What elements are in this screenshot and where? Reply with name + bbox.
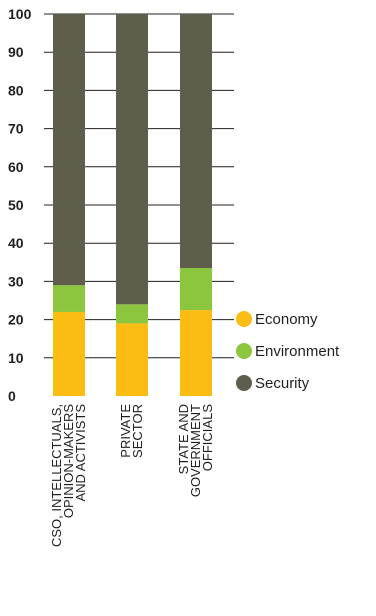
bar-environment-1: [116, 304, 148, 324]
bar-environment-0: [53, 285, 85, 312]
legend: Economy Environment Security: [236, 311, 340, 392]
y-tick-label: 60: [8, 159, 24, 175]
bar-security-1: [116, 14, 148, 305]
y-tick-label: 40: [8, 235, 24, 251]
legend-label-security: Security: [255, 375, 310, 392]
y-tick-label: 50: [8, 197, 24, 213]
y-tick-label: 90: [8, 44, 24, 60]
y-tick-label: 30: [8, 273, 24, 289]
legend-swatch-environment: [236, 343, 252, 359]
bar-economy-2: [180, 310, 212, 396]
bar-economy-0: [53, 311, 85, 396]
x-category-label: PRIVATE: [118, 404, 133, 458]
x-category-label: STATE AND: [176, 404, 191, 474]
bar-security-2: [180, 14, 212, 269]
legend-label-economy: Economy: [255, 311, 318, 328]
bar-environment-2: [180, 268, 212, 311]
x-category-label: OFFICIALS: [200, 404, 215, 472]
x-category-label: CSO, INTELLECTUALS,: [49, 404, 64, 547]
y-tick-label: 70: [8, 121, 24, 137]
bar-security-0: [53, 14, 85, 286]
y-tick-label: 100: [8, 6, 32, 22]
x-category-label: OPINION-MAKERS: [61, 404, 76, 518]
x-category-label: AND ACTIVISTS: [73, 404, 88, 502]
x-category-label: GOVERNMENT: [188, 404, 203, 497]
bars: [53, 14, 212, 396]
y-tick-label: 10: [8, 350, 24, 366]
x-category-label: SECTOR: [130, 404, 145, 458]
y-tick-label: 20: [8, 312, 24, 328]
legend-label-environment: Environment: [255, 343, 340, 360]
y-axis: 0 10 20 30 40 50 60 70 80 90 100: [8, 6, 32, 404]
y-tick-label: 80: [8, 82, 24, 98]
y-tick-label: 0: [8, 388, 16, 404]
legend-swatch-economy: [236, 311, 252, 327]
bar-economy-1: [116, 323, 148, 396]
legend-swatch-security: [236, 375, 252, 391]
